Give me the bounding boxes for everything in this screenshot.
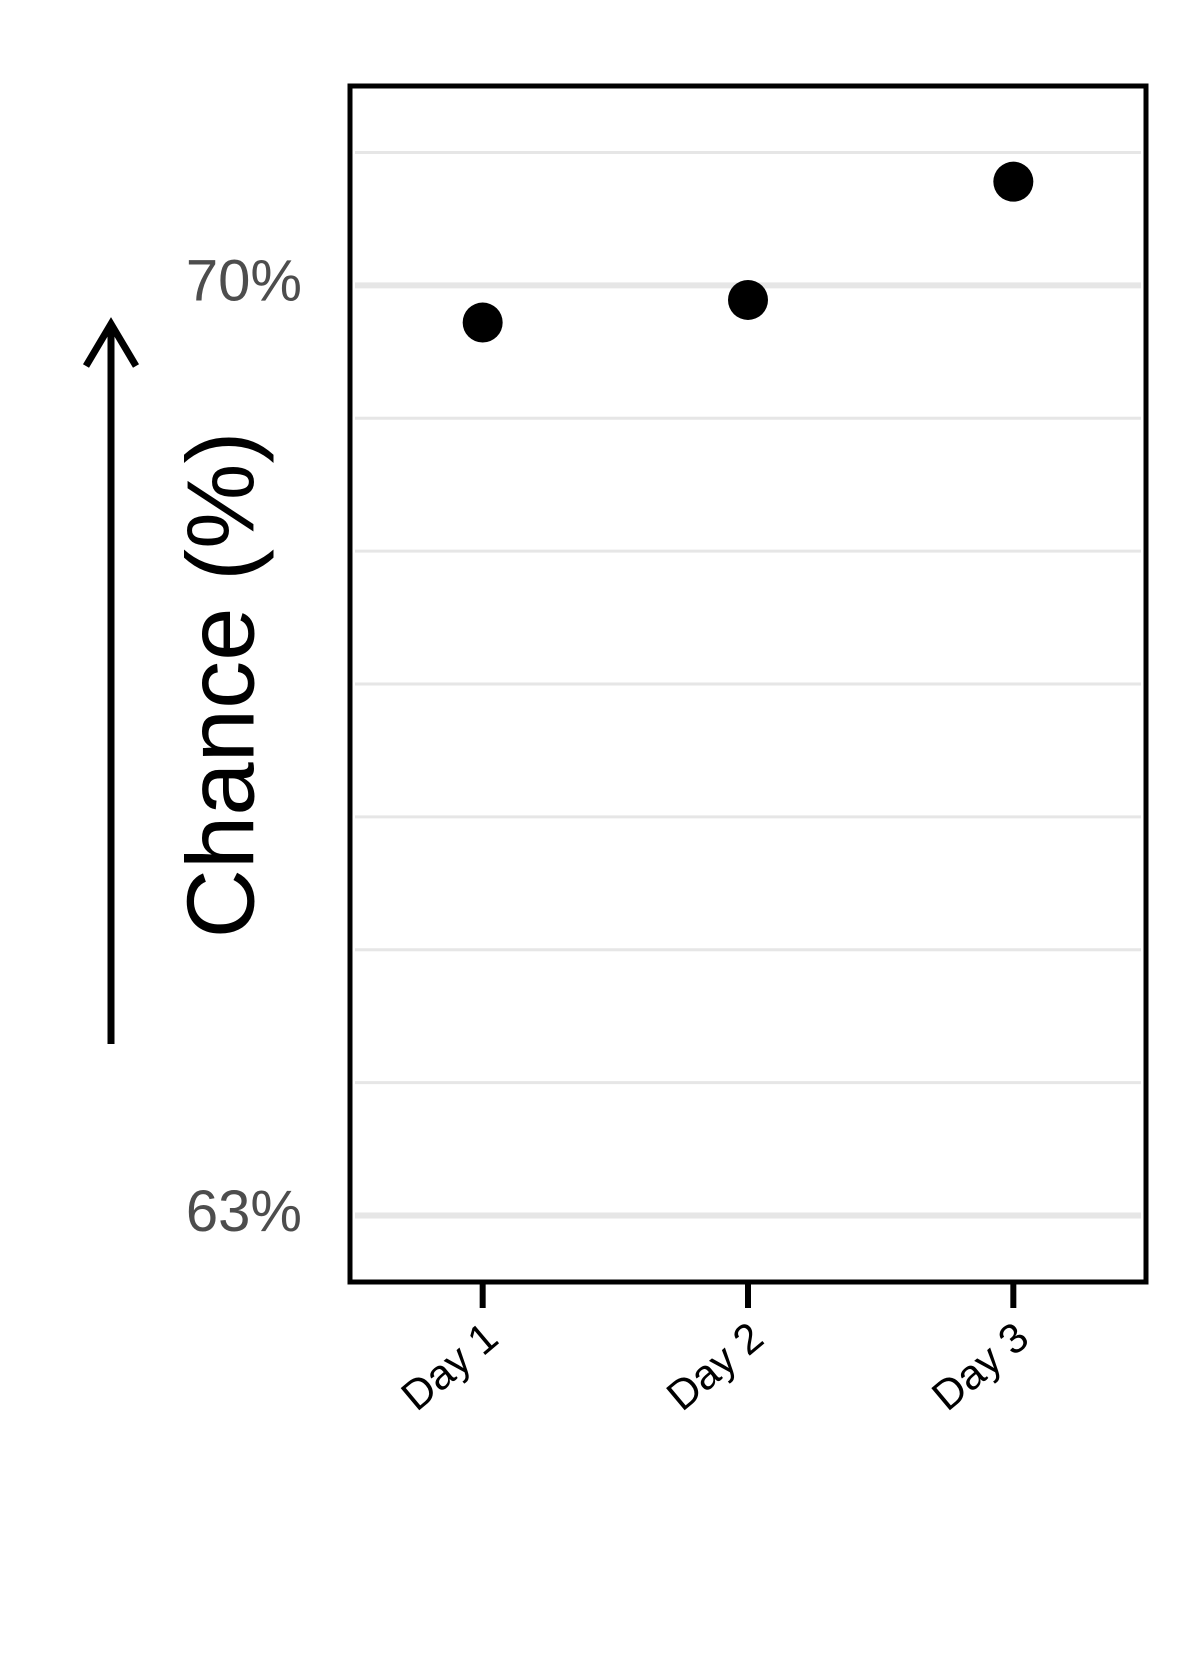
x-tick-label: Day 1 xyxy=(392,1313,506,1420)
data-point xyxy=(993,161,1034,202)
x-tick-label: Day 2 xyxy=(658,1313,772,1420)
data-point xyxy=(728,279,768,320)
x-axis-ticks: Day 1 Day 2 Day 3 xyxy=(392,1282,1037,1419)
x-tick-label: Day 3 xyxy=(923,1313,1037,1420)
y-tick-label: 70% xyxy=(186,249,302,314)
y-axis-tick-labels: 63% 70% xyxy=(186,249,302,1244)
y-tick-label: 63% xyxy=(186,1179,302,1244)
data-point xyxy=(462,302,503,343)
data-points xyxy=(462,161,1034,343)
y-axis-arrow-icon xyxy=(82,317,140,1044)
y-axis-label: Chance (%) xyxy=(167,432,274,939)
